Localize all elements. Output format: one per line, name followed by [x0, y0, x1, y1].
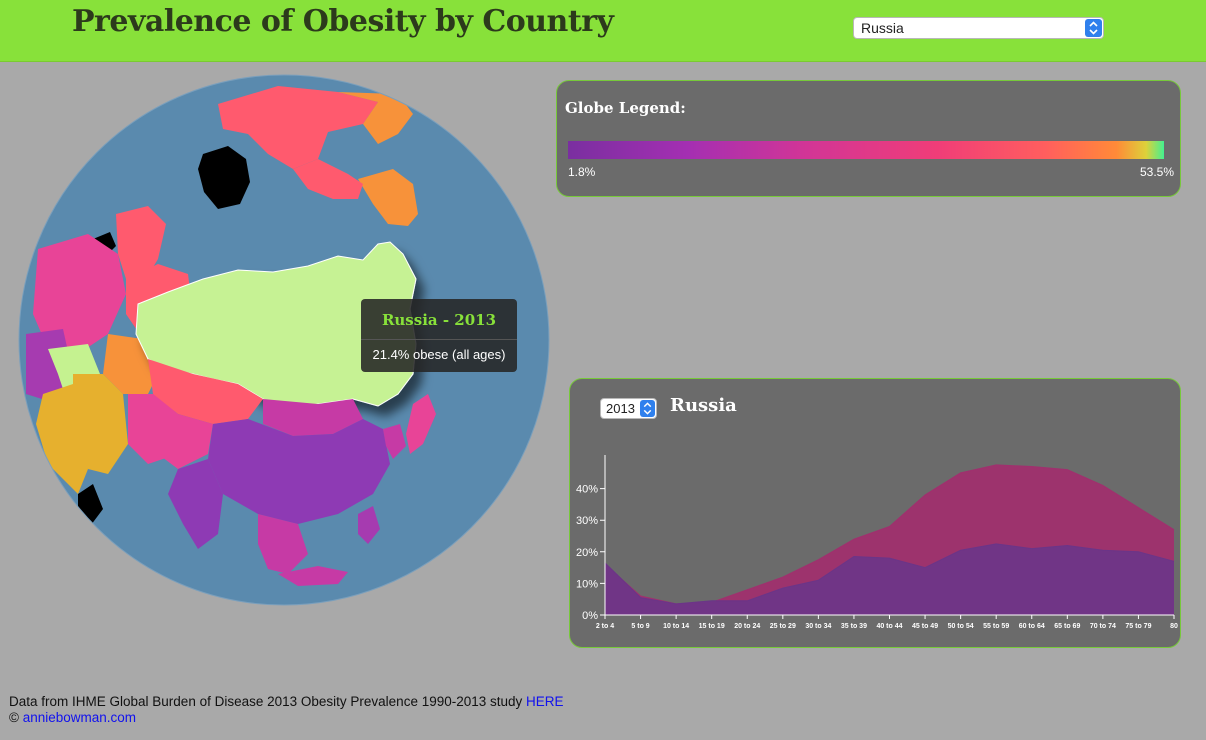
- x-tick-label: 45 to 49: [912, 623, 938, 630]
- age-area-chart: 0% 10% 20% 30% 40% 2 to 4 5 to 9 10 to 14 15 to …: [576, 455, 1178, 630]
- x-tick-label: 10 to 14: [663, 623, 689, 630]
- x-tick-label: 50 to 54: [948, 623, 974, 630]
- legend-max-label: 53.5%: [1140, 165, 1175, 179]
- select-arrows-icon[interactable]: [640, 400, 655, 417]
- age-chart-panel: 0% 10% 20% 30% 40% 2 to 4 5 to 9 10 to 14 15 to …: [569, 378, 1181, 648]
- x-tick-label: 40 to 44: [876, 623, 902, 630]
- x-tick-label: 20 to 24: [734, 623, 760, 630]
- year-select[interactable]: 2013: [600, 398, 657, 419]
- region-western-europe[interactable]: [33, 234, 126, 354]
- region-south-asia[interactable]: [168, 459, 223, 549]
- legend-gradient-bar: [568, 141, 1164, 159]
- copyright-symbol: ©: [9, 710, 19, 725]
- x-tick-label: 30 to 34: [805, 623, 831, 630]
- header-bar: Prevalence of Obesity by Country Russia: [0, 0, 1206, 62]
- tooltip-text: 21.4% obese (all ages): [372, 347, 506, 362]
- x-tick-label: 55 to 59: [983, 623, 1009, 630]
- country-usa[interactable]: [358, 169, 418, 226]
- country-alaska-west[interactable]: [293, 159, 363, 199]
- x-tick-label: 15 to 19: [699, 623, 725, 630]
- y-tick-label: 20%: [576, 547, 598, 559]
- x-tick-label: 60 to 64: [1019, 623, 1045, 630]
- region-philippines[interactable]: [358, 506, 380, 544]
- y-tick-label: 30%: [576, 515, 598, 527]
- x-tick-label: 75 to 79: [1125, 623, 1151, 630]
- legend-title: Globe Legend:: [565, 99, 686, 117]
- legend-min-label: 1.8%: [568, 165, 596, 179]
- country-greenland[interactable]: [198, 146, 250, 209]
- legend-panel: Globe Legend: 1.8% 53.5%: [556, 80, 1181, 197]
- country-select[interactable]: Russia: [853, 17, 1104, 39]
- footer-source-text: Data from IHME Global Burden of Disease …: [9, 694, 523, 709]
- x-tick-label: 25 to 29: [770, 623, 796, 630]
- footer-site-link[interactable]: anniebowman.com: [22, 710, 137, 725]
- y-tick-label: 40%: [576, 484, 598, 496]
- tooltip-title: Russia - 2013: [381, 311, 497, 329]
- x-tick-label: 35 to 39: [841, 623, 867, 630]
- region-scandinavia[interactable]: [116, 206, 166, 284]
- x-tick-label: 5 to 9: [631, 623, 649, 630]
- select-arrows-icon[interactable]: [1085, 19, 1102, 37]
- region-north-africa[interactable]: [36, 384, 88, 494]
- y-tick-label: 0%: [582, 610, 598, 622]
- page-title: Prevalence of Obesity by Country: [72, 4, 614, 39]
- country-mongolia[interactable]: [263, 399, 363, 436]
- area-series-2: [605, 543, 1174, 615]
- region-central-asia[interactable]: [148, 394, 213, 469]
- region-middle-east[interactable]: [73, 374, 128, 474]
- country-kazakhstan[interactable]: [148, 359, 263, 424]
- region-southeast-asia[interactable]: [258, 514, 308, 574]
- x-tick-label: 70 to 74: [1090, 623, 1116, 630]
- y-tick-label: 10%: [576, 578, 598, 590]
- country-korea[interactable]: [383, 424, 406, 459]
- year-select-value: 2013: [606, 401, 635, 416]
- country-china[interactable]: [208, 419, 390, 524]
- footer: Data from IHME Global Burden of Disease …: [9, 694, 564, 726]
- country-tooltip: Russia - 2013 21.4% obese (all ages): [361, 299, 517, 372]
- x-tick-label: 65 to 69: [1054, 623, 1080, 630]
- footer-source-link[interactable]: HERE: [526, 694, 564, 709]
- region-indonesia[interactable]: [278, 566, 348, 586]
- country-canada[interactable]: [218, 86, 378, 169]
- x-tick-label: 2 to 4: [596, 623, 614, 630]
- globe-map[interactable]: [18, 74, 551, 607]
- country-japan[interactable]: [406, 394, 436, 454]
- x-tick-label: 80: [1170, 623, 1178, 630]
- line-series-2: [604, 543, 1175, 605]
- chart-country-title: Russia: [670, 395, 737, 416]
- country-usa-alaska[interactable]: [338, 92, 413, 144]
- country-select-value: Russia: [861, 20, 904, 36]
- tooltip-divider: [361, 339, 517, 340]
